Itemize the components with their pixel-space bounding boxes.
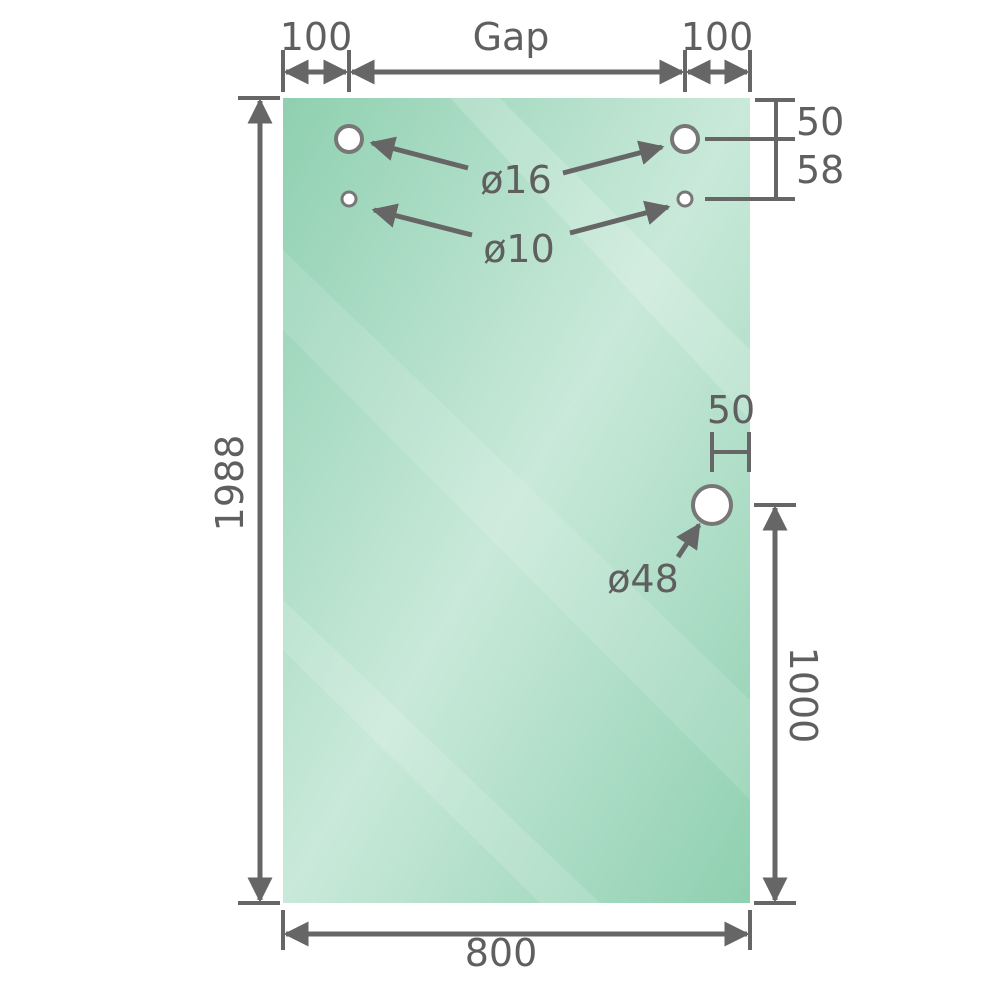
handle-offset-label: 50 — [707, 388, 755, 432]
glass-reflection — [283, 600, 600, 903]
hole-large-left — [334, 124, 364, 154]
top-dimension-lines — [281, 50, 752, 92]
handle-height-label: 1000 — [781, 647, 825, 744]
glass-reflection — [450, 98, 750, 420]
handle-height-dimension — [754, 503, 796, 905]
holes — [334, 124, 733, 526]
gap-label: Gap — [473, 15, 550, 59]
hole-spacing-label: 58 — [796, 148, 844, 192]
hole-small-left — [340, 190, 358, 208]
left-offset-label: 100 — [280, 15, 353, 59]
top-to-hole-label: 50 — [796, 100, 844, 144]
small-hole-diameter-label: ø10 — [483, 227, 555, 271]
hole-large-right — [670, 124, 700, 154]
leader-arrows — [369, 136, 702, 559]
hole-handle — [691, 484, 733, 526]
hole-vertical-dimensions — [705, 98, 795, 201]
glass-panel — [283, 98, 750, 903]
height-dimension — [238, 96, 280, 905]
glass-reflection — [283, 250, 750, 800]
height-label: 1988 — [208, 435, 252, 532]
handle-offset-dimension — [710, 432, 751, 472]
width-dimension — [281, 910, 752, 950]
hole-small-right — [676, 190, 694, 208]
width-label: 800 — [465, 931, 538, 975]
handle-hole-diameter-label: ø48 — [607, 557, 679, 601]
right-offset-label: 100 — [681, 15, 754, 59]
large-hole-diameter-label: ø16 — [480, 158, 552, 202]
